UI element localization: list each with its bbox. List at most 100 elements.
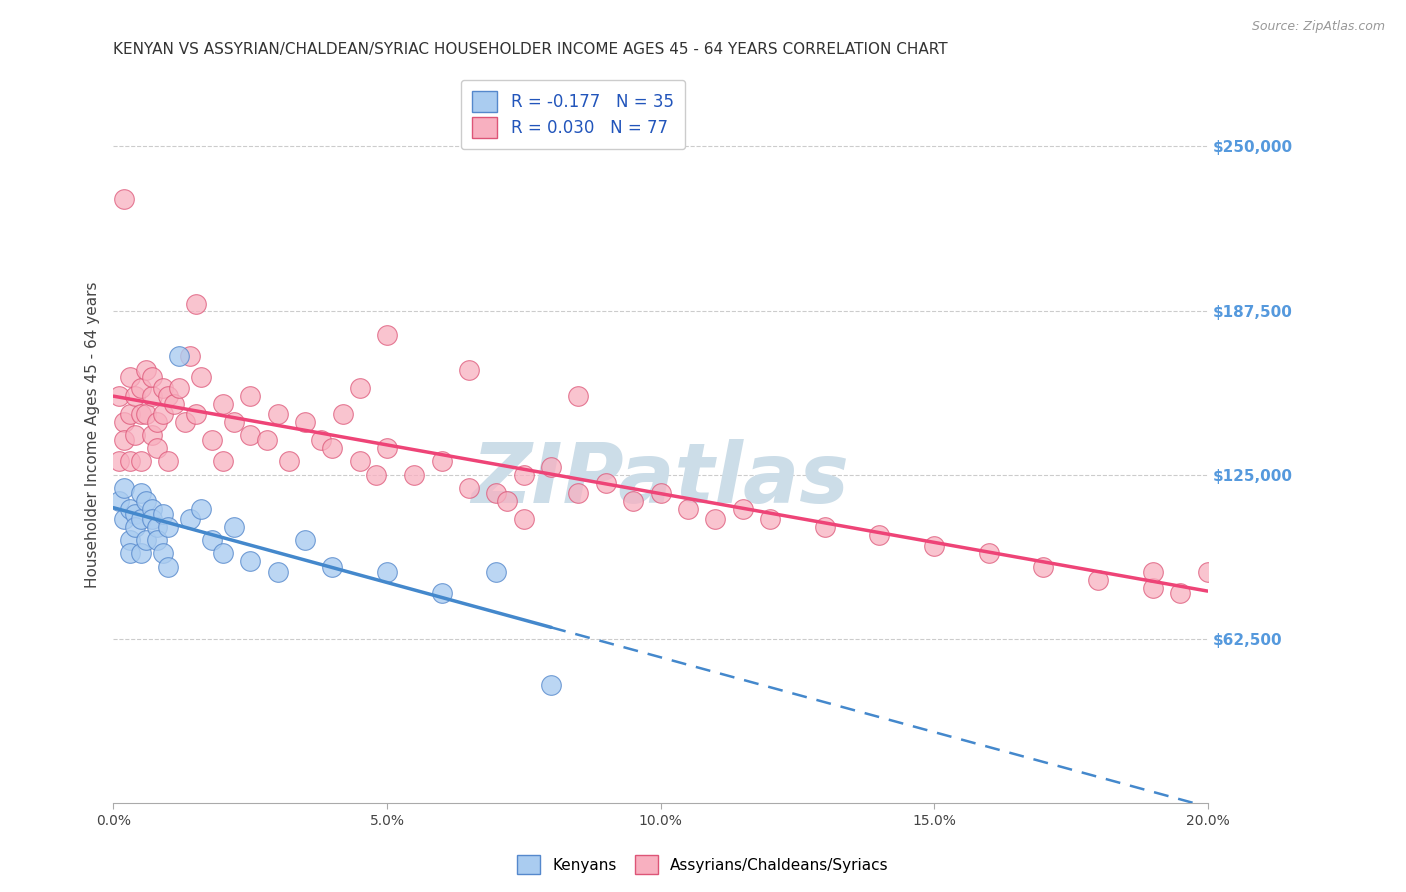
Point (141, 389, 163, 403)
Point (349, 381, 371, 395)
Point (1142, 581, 1164, 595)
Point (332, 407, 354, 421)
Point (212, 454, 235, 468)
Point (167, 381, 190, 395)
Point (349, 454, 371, 468)
Point (458, 362, 481, 376)
Point (277, 454, 299, 468)
Legend: Kenyans, Assyrians/Chaldeans/Syriacs: Kenyans, Assyrians/Chaldeans/Syriacs (512, 849, 894, 880)
Point (496, 494, 519, 508)
Point (1087, 573, 1109, 587)
Point (124, 507, 146, 521)
Point (814, 520, 837, 534)
Point (311, 434, 333, 448)
Point (430, 454, 453, 468)
Point (1197, 565, 1219, 579)
Point (184, 407, 207, 421)
Point (124, 389, 146, 403)
Point (977, 546, 1000, 560)
Point (146, 520, 169, 534)
Point (108, 454, 131, 468)
Point (135, 407, 157, 421)
Point (540, 678, 562, 692)
Point (731, 501, 754, 516)
Point (190, 501, 212, 516)
Point (173, 415, 195, 429)
Point (256, 434, 278, 448)
Point (135, 533, 157, 548)
Point (114, 481, 136, 495)
Point (759, 512, 782, 526)
Point (922, 539, 945, 553)
Point (1142, 565, 1164, 579)
Point (375, 565, 398, 579)
Point (114, 192, 136, 206)
Point (266, 565, 288, 579)
Point (152, 381, 174, 395)
Point (364, 467, 387, 482)
Point (321, 442, 343, 456)
Point (141, 428, 163, 442)
Point (485, 486, 508, 500)
Point (266, 407, 288, 421)
Point (1032, 559, 1054, 574)
Point (114, 415, 136, 429)
Point (108, 494, 131, 508)
Point (129, 381, 152, 395)
Point (201, 533, 224, 548)
Point (650, 486, 672, 500)
Legend: R = -0.177   N = 35, R = 0.030   N = 77: R = -0.177 N = 35, R = 0.030 N = 77 (461, 79, 685, 150)
Text: KENYAN VS ASSYRIAN/CHALDEAN/SYRIAC HOUSEHOLDER INCOME AGES 45 - 64 YEARS CORRELA: KENYAN VS ASSYRIAN/CHALDEAN/SYRIAC HOUSE… (114, 42, 948, 57)
Point (152, 407, 174, 421)
Point (294, 415, 316, 429)
Point (146, 415, 169, 429)
Point (1168, 586, 1191, 600)
Point (146, 533, 169, 548)
Point (118, 454, 141, 468)
Point (294, 533, 316, 548)
Point (184, 297, 207, 311)
Point (375, 328, 398, 343)
Point (321, 559, 343, 574)
Point (118, 407, 141, 421)
Point (129, 512, 152, 526)
Point (129, 546, 152, 560)
Point (567, 486, 589, 500)
Point (141, 370, 163, 384)
Text: Source: ZipAtlas.com: Source: ZipAtlas.com (1251, 20, 1385, 33)
Point (114, 512, 136, 526)
Point (595, 475, 617, 490)
Point (141, 512, 163, 526)
Point (118, 370, 141, 384)
Point (118, 501, 141, 516)
Point (485, 565, 508, 579)
Point (513, 467, 536, 482)
Point (676, 501, 699, 516)
Point (404, 467, 426, 482)
Point (157, 520, 180, 534)
Point (375, 442, 398, 456)
Point (108, 389, 131, 403)
Point (222, 415, 245, 429)
Point (704, 512, 727, 526)
Point (567, 389, 589, 403)
Point (157, 559, 180, 574)
Text: ZIPatlas: ZIPatlas (471, 439, 849, 520)
Point (135, 494, 157, 508)
Point (118, 533, 141, 548)
Point (540, 459, 562, 474)
Point (114, 434, 136, 448)
Point (868, 528, 890, 542)
Point (118, 546, 141, 560)
Point (239, 554, 262, 568)
Point (513, 512, 536, 526)
Point (167, 350, 190, 364)
Point (157, 454, 180, 468)
Point (129, 407, 152, 421)
Point (190, 370, 212, 384)
Point (179, 512, 201, 526)
Point (179, 350, 201, 364)
Point (124, 428, 146, 442)
Point (201, 434, 224, 448)
Point (212, 397, 235, 411)
